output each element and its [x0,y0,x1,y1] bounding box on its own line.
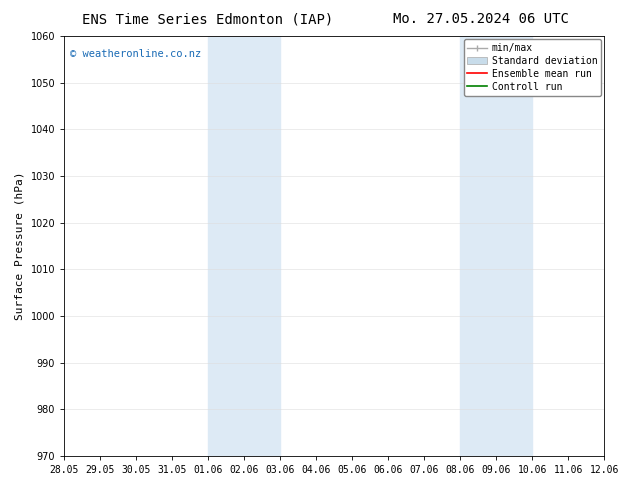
Bar [208,36,280,456]
Text: ENS Time Series Edmonton (IAP): ENS Time Series Edmonton (IAP) [82,12,333,26]
Text: © weatheronline.co.nz: © weatheronline.co.nz [70,49,201,59]
Bar [460,36,533,456]
Text: Mo. 27.05.2024 06 UTC: Mo. 27.05.2024 06 UTC [393,12,569,26]
Y-axis label: Surface Pressure (hPa): Surface Pressure (hPa) [15,172,25,320]
Legend: min/max, Standard deviation, Ensemble mean run, Controll run: min/max, Standard deviation, Ensemble me… [463,39,602,96]
